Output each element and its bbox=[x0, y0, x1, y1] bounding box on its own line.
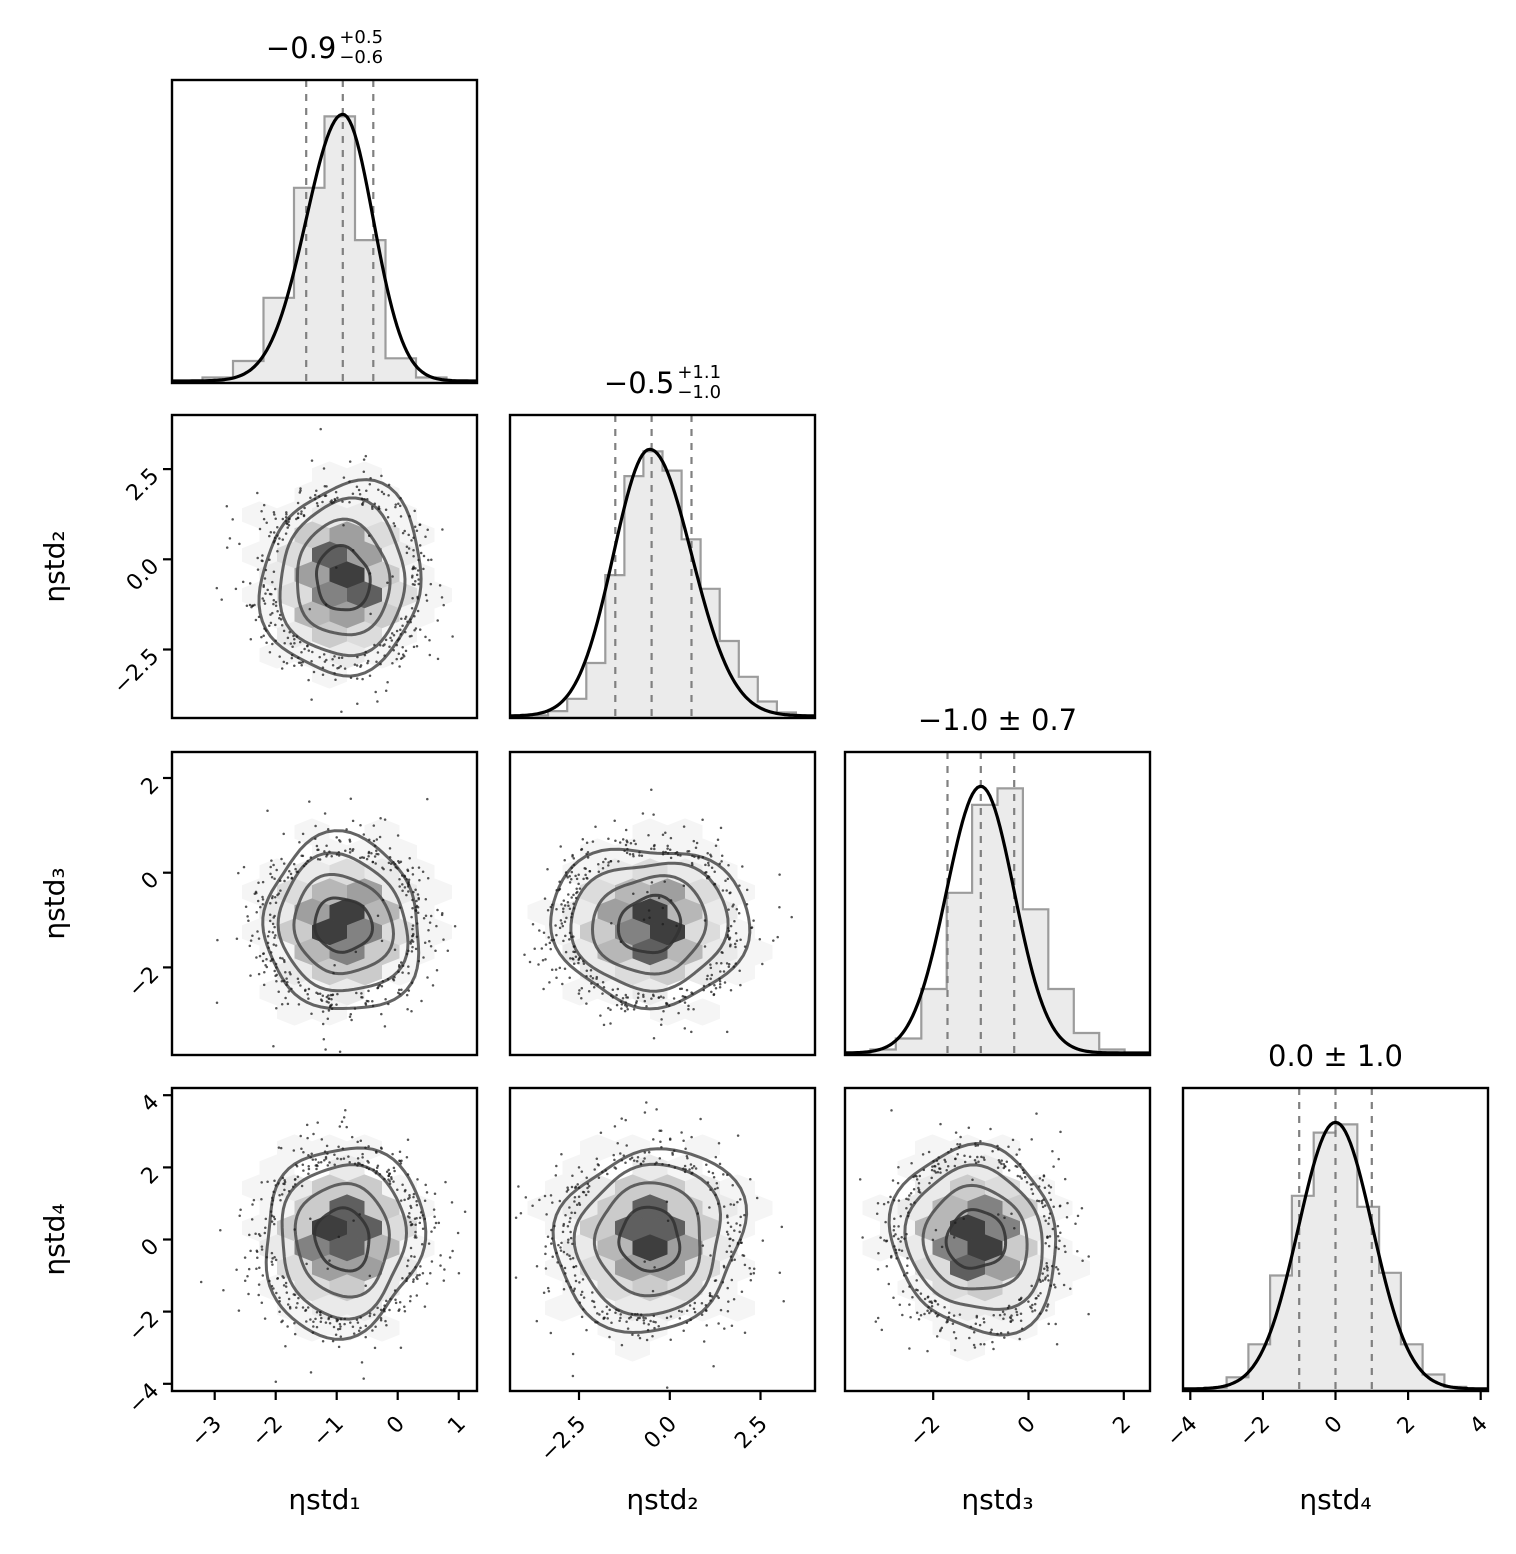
y-tick-label: −2.5 bbox=[109, 644, 164, 699]
histogram-fill bbox=[172, 116, 477, 383]
panel-border bbox=[170, 78, 479, 385]
y-axis-label-4: ηstd₄ bbox=[38, 1203, 71, 1275]
panel-border bbox=[843, 750, 1152, 1057]
y-tick-label: 0 bbox=[137, 1234, 165, 1262]
x-tick-label: −2 bbox=[247, 1412, 288, 1453]
diag-panel-3 bbox=[843, 750, 1152, 1057]
x-tick-label: 0.0 bbox=[640, 1412, 682, 1454]
x-tick-label: 2.5 bbox=[730, 1412, 772, 1454]
panel-border bbox=[170, 413, 479, 720]
contour-layer bbox=[257, 478, 423, 678]
panel-border bbox=[508, 750, 817, 1057]
histogram-steps bbox=[845, 787, 1150, 1055]
y-axis-label-3: ηstd₃ bbox=[38, 867, 71, 939]
x-axis-label-3: ηstd₃ bbox=[961, 1483, 1033, 1516]
diag-panel-1 bbox=[170, 78, 479, 385]
x-axis-label-4: ηstd₄ bbox=[1299, 1483, 1371, 1516]
contour-layer bbox=[551, 1147, 749, 1334]
histogram-fill bbox=[510, 451, 815, 718]
y-tick-label: 0 bbox=[137, 867, 165, 895]
x-axis-label-2: ηstd₂ bbox=[626, 1483, 698, 1516]
hexbin-layer bbox=[527, 1134, 773, 1362]
contour-layer bbox=[261, 829, 421, 1010]
x-tick-label: −2.5 bbox=[536, 1412, 591, 1467]
scatter-layer bbox=[523, 788, 793, 1040]
diag-panel-2 bbox=[508, 413, 817, 720]
pair-panel-r4c3 bbox=[843, 1086, 1152, 1393]
y-tick-label: 2 bbox=[137, 773, 165, 801]
x-tick-label: 0 bbox=[1320, 1412, 1348, 1440]
pair-panel-r2c1 bbox=[170, 413, 479, 720]
y-tick-label: −2 bbox=[124, 1306, 165, 1347]
hexbin-layer bbox=[242, 818, 452, 1026]
scatter-layer bbox=[215, 427, 454, 713]
contour-layer bbox=[264, 1146, 428, 1341]
x-tick-label: 0 bbox=[1013, 1412, 1041, 1440]
scatter-layer bbox=[514, 1101, 785, 1389]
scatter-layer bbox=[215, 797, 457, 1054]
scatter-layer bbox=[199, 1109, 467, 1383]
panel-border bbox=[508, 413, 817, 720]
kde-curve bbox=[1183, 1120, 1488, 1391]
pair-panel-r3c2 bbox=[508, 750, 817, 1057]
panel-border bbox=[508, 1086, 817, 1393]
x-tick-label: 0 bbox=[382, 1412, 410, 1440]
histogram-steps bbox=[510, 450, 815, 718]
scatter-layer bbox=[858, 1109, 1090, 1353]
y-axis-label-2: ηstd₂ bbox=[38, 530, 71, 602]
y-tick-label: −2 bbox=[124, 962, 165, 1003]
panel-border bbox=[843, 1086, 1152, 1393]
x-tick-label: 4 bbox=[1465, 1412, 1493, 1440]
kde-curve bbox=[510, 447, 815, 718]
x-tick-label: −2 bbox=[905, 1412, 946, 1453]
y-tick-label: 4 bbox=[137, 1090, 165, 1118]
y-tick-label: 2 bbox=[137, 1162, 165, 1190]
x-tick-label: −3 bbox=[186, 1412, 227, 1453]
pair-panel-r4c2 bbox=[508, 1086, 817, 1393]
pair-panel-r3c1 bbox=[170, 750, 479, 1057]
x-tick-label: 1 bbox=[443, 1412, 471, 1440]
kde-curve bbox=[172, 112, 477, 383]
contour-layer bbox=[887, 1142, 1058, 1337]
y-tick-label: 0.0 bbox=[122, 554, 164, 596]
y-tick-label: 2.5 bbox=[122, 464, 164, 506]
x-tick-label: −4 bbox=[1162, 1412, 1203, 1453]
x-tick-label: −2 bbox=[1235, 1412, 1276, 1453]
diag-panel-4 bbox=[1181, 1086, 1490, 1393]
y-tick-label: −4 bbox=[124, 1378, 165, 1419]
x-tick-label: 2 bbox=[1393, 1412, 1421, 1440]
kde-curve bbox=[845, 784, 1150, 1055]
pair-panel-r4c1 bbox=[170, 1086, 479, 1393]
x-tick-label: 2 bbox=[1108, 1412, 1136, 1440]
histogram-fill bbox=[845, 788, 1150, 1055]
x-tick-label: −1 bbox=[308, 1412, 349, 1453]
x-axis-label-1: ηstd₁ bbox=[288, 1483, 360, 1516]
contour-layer bbox=[549, 847, 752, 1011]
panel-border bbox=[170, 750, 479, 1057]
